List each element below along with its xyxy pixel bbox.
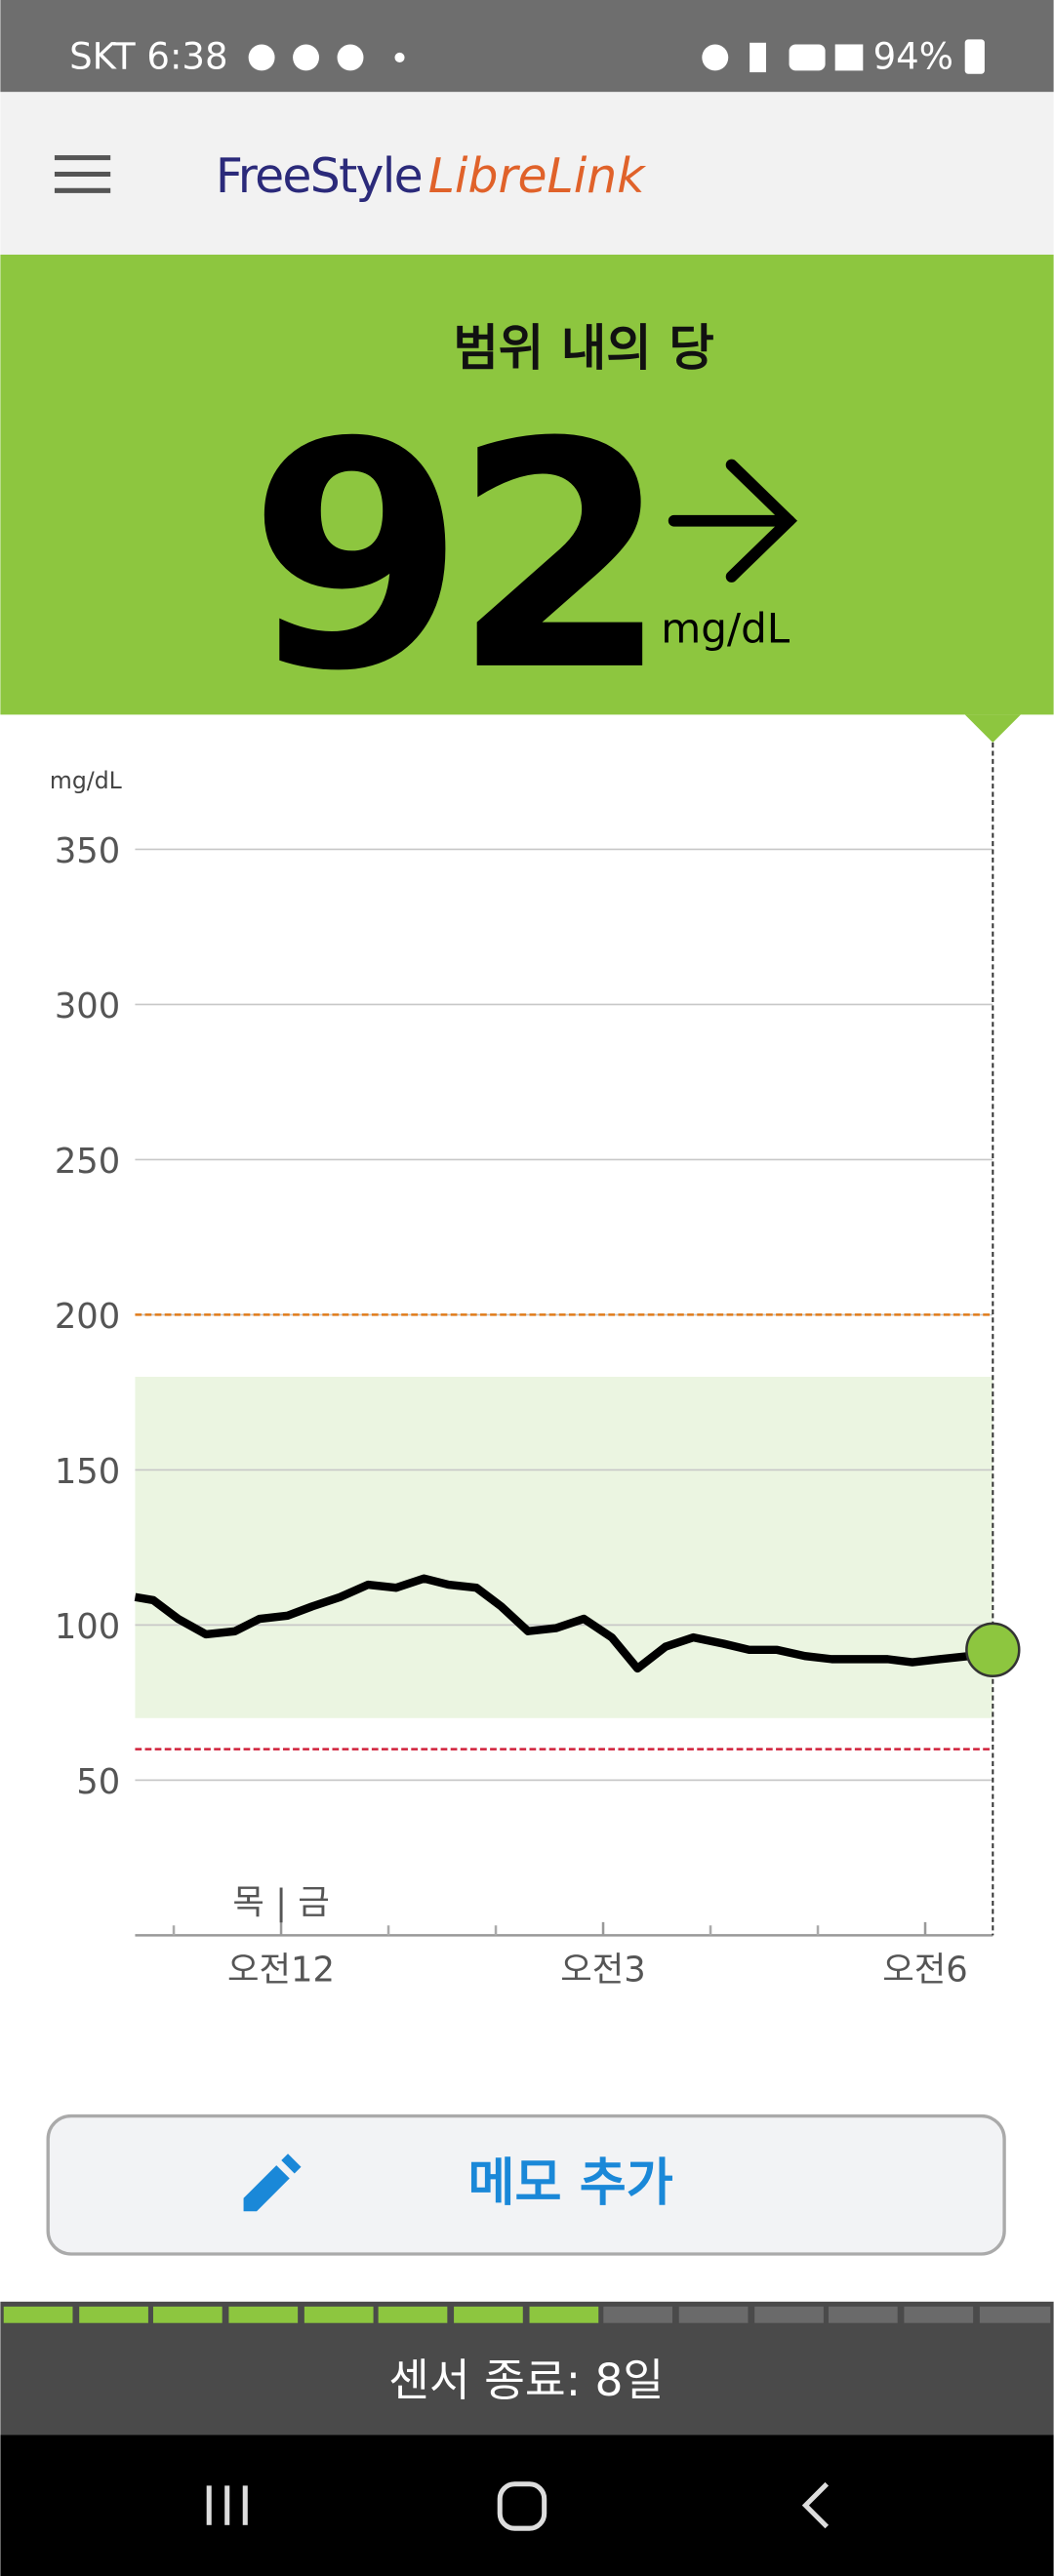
nav-bar — [0, 2435, 1054, 2576]
pencil-icon — [243, 2153, 302, 2212]
day-divider: 목 | 금 — [232, 1882, 329, 1922]
y-tick-label: 150 — [55, 1452, 120, 1492]
status-icons — [248, 39, 985, 74]
status-bar — [0, 0, 1054, 93]
brand: FreeStyle LibreLink — [216, 148, 646, 204]
current-point — [965, 1622, 1021, 1678]
pointer — [964, 714, 1021, 744]
y-tick-label: 50 — [76, 1762, 120, 1802]
y-tick-label: 350 — [55, 831, 120, 871]
menu-button[interactable] — [54, 155, 111, 193]
brand-librelink: LibreLink — [428, 148, 647, 204]
y-axis-label: mg/dL — [50, 767, 122, 794]
reading-value: 92 — [248, 377, 656, 740]
x-tick-label: 오전3 — [560, 1951, 646, 1991]
sensor-progress — [3, 2306, 1051, 2323]
nav-buttons[interactable] — [206, 2481, 830, 2531]
target-range — [135, 1377, 993, 1718]
brand-freestyle: FreeStyle — [216, 148, 422, 204]
y-tick-label: 250 — [55, 1142, 120, 1182]
trend-arrow — [668, 459, 798, 583]
y-tick-label: 300 — [55, 986, 120, 1026]
x-tick-label: 오전12 — [227, 1951, 335, 1991]
app-bar — [0, 92, 1054, 255]
reading-unit: mg/dL — [661, 604, 790, 652]
chart: mg/dL 50 100 150 200 250 300 350 오전12 오전3 오전6 목 | … — [50, 743, 1021, 1991]
reading-header — [0, 254, 1054, 715]
status-time: SKT 6:38 — [69, 36, 227, 78]
reading-label: 범위 내의 당 — [453, 319, 713, 377]
y-tick-label: 200 — [55, 1297, 120, 1337]
sensor-bar — [0, 2301, 1054, 2435]
x-tick-label: 오전6 — [882, 1951, 968, 1991]
glucose-line — [134, 1574, 994, 1673]
memo-label[interactable]: 메모 추가 — [468, 2153, 673, 2212]
memo-button[interactable] — [46, 2113, 1006, 2256]
sensor-label: 센서 종료: 8일 — [388, 2355, 664, 2406]
battery: 94% — [873, 36, 953, 78]
y-tick-label: 100 — [55, 1607, 120, 1647]
